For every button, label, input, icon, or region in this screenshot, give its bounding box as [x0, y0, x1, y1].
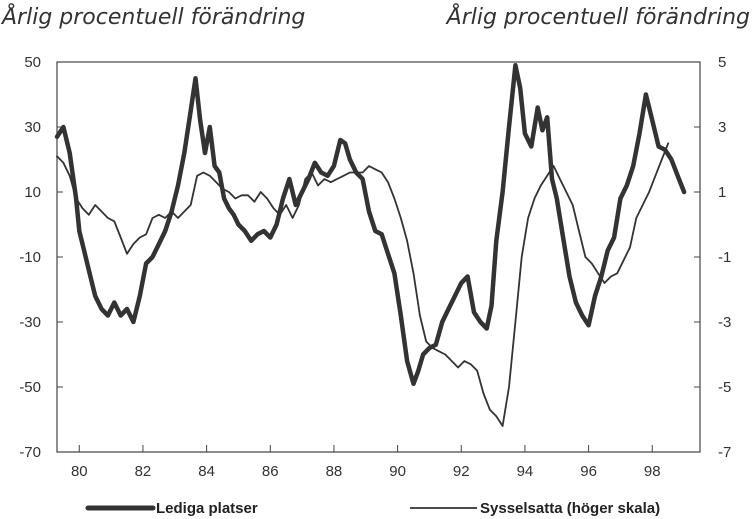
left-axis-title: Årlig procentuell förändring — [0, 3, 305, 30]
right-y-tick-label: 5 — [718, 54, 726, 71]
series-layer — [54, 63, 687, 427]
x-tick-label: 90 — [389, 463, 406, 480]
right-y-tick-label: 1 — [718, 184, 726, 201]
left-y-tick-label: 30 — [24, 119, 41, 136]
x-tick-label: 96 — [580, 463, 597, 480]
x-axis: 80 82 84 86 88 90 92 94 96 98 — [71, 445, 661, 480]
left-y-tick-label: 10 — [24, 184, 41, 201]
left-y-tick-label: -50 — [19, 379, 41, 396]
series-line-sysselsatta — [56, 142, 670, 427]
x-tick-label: 82 — [135, 463, 152, 480]
x-tick-label: 84 — [198, 463, 215, 480]
right-y-tick-label: -1 — [718, 249, 731, 266]
right-y-axis: 5 3 1 -1 -3 -5 -7 — [694, 54, 731, 461]
left-y-tick-label: 50 — [24, 54, 41, 71]
right-y-tick-label: 3 — [718, 119, 726, 136]
series-line-lediga-platser — [54, 63, 687, 387]
right-axis-title: Årlig procentuell förändring — [445, 3, 750, 30]
x-tick-label: 92 — [453, 463, 470, 480]
x-tick-label: 98 — [644, 463, 661, 480]
x-tick-label: 88 — [326, 463, 343, 480]
right-y-tick-label: -7 — [718, 444, 731, 461]
left-y-axis: 50 30 10 -10 -30 -50 -70 — [19, 54, 63, 461]
right-y-tick-label: -3 — [718, 314, 731, 331]
legend: Lediga platser Sysselsatta (höger skala) — [85, 500, 660, 517]
left-y-tick-label: -30 — [19, 314, 41, 331]
right-y-tick-label: -5 — [718, 379, 731, 396]
x-tick-label: 80 — [71, 463, 88, 480]
legend-label-sysselsatta: Sysselsatta (höger skala) — [480, 500, 660, 517]
legend-label-lediga-platser: Lediga platser — [156, 500, 258, 517]
x-tick-label: 94 — [517, 463, 534, 480]
x-tick-label: 86 — [262, 463, 279, 480]
left-y-tick-label: -10 — [19, 249, 41, 266]
left-y-tick-label: -70 — [19, 444, 41, 461]
